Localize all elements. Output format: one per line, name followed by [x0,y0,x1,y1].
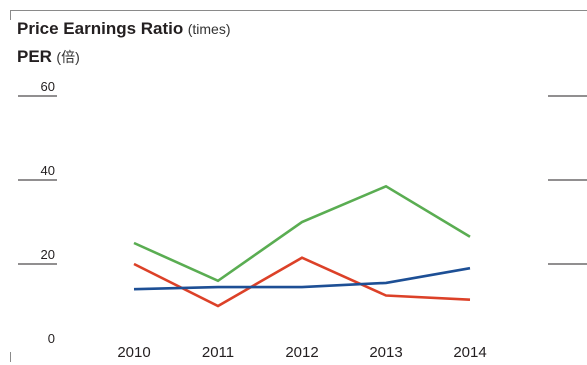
chart-subtitle-text: PER [17,47,52,66]
y-tick-label: 40 [41,163,55,178]
chart-title-unit: (times) [187,21,231,37]
y-tick-label: 0 [48,331,55,346]
y-tick-label: 20 [41,247,55,262]
x-tick-label: 2010 [117,344,150,361]
chart-subtitle-unit: (倍) [56,49,80,65]
bottom-left-border-mark [10,352,11,362]
top-border [10,10,587,11]
x-tick-label: 2014 [453,344,486,361]
series-line [133,266,471,291]
y-tick-label: 60 [41,79,55,94]
x-tick-label: 2013 [369,344,402,361]
series-line [133,184,471,283]
x-tick-label: 2011 [202,344,234,361]
x-tick-label: 2012 [285,344,318,361]
chart-title-text: Price Earnings Ratio [17,19,184,38]
left-border-mark [10,10,11,20]
chart-subtitle: PER (倍) [17,47,80,67]
chart-title: Price Earnings Ratio (times) [17,19,231,39]
